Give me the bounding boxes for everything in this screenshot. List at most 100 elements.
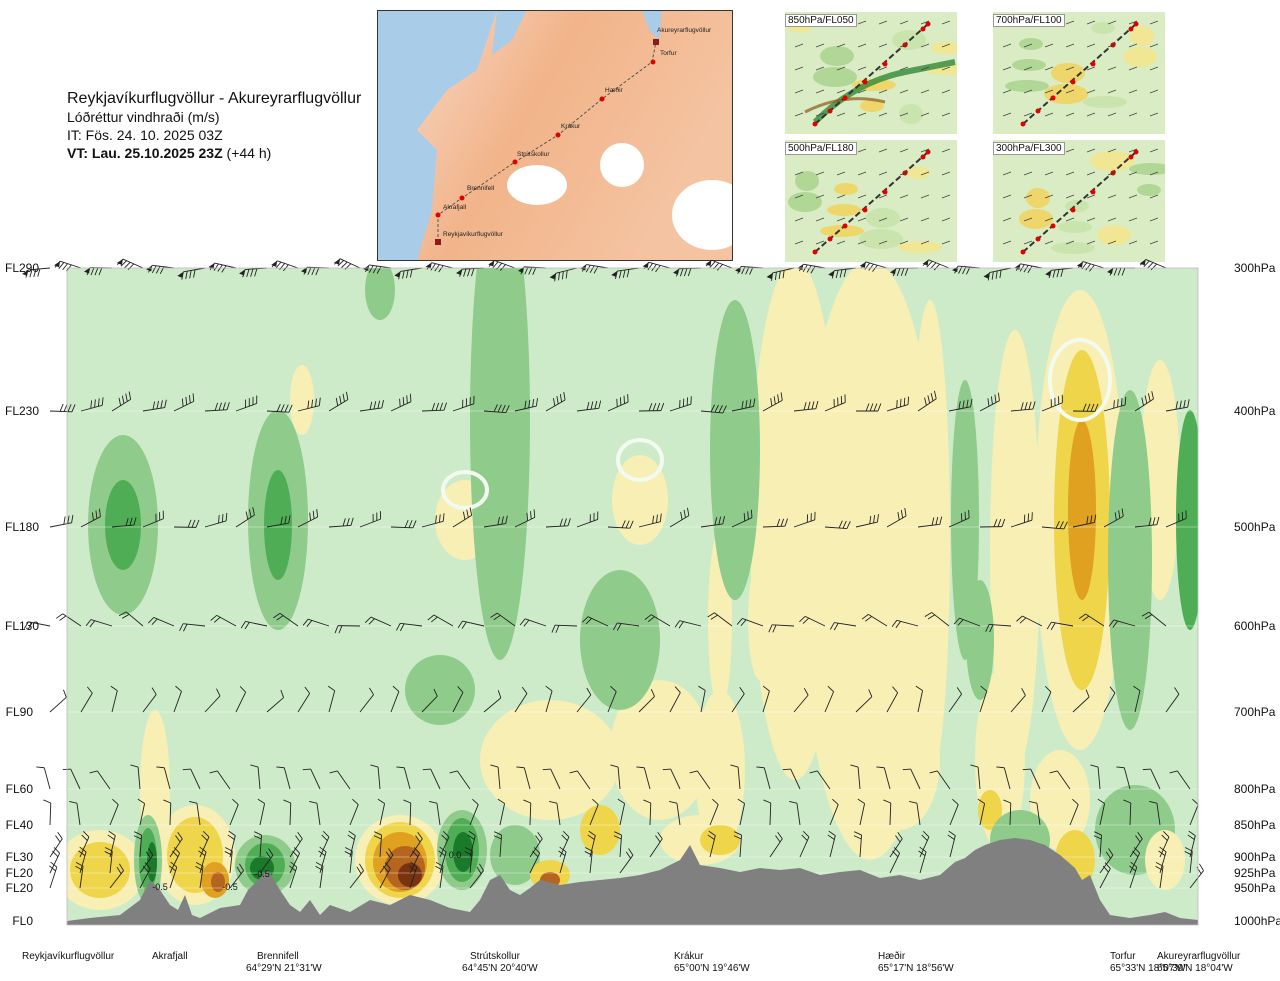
wind-barb-flag	[225, 512, 228, 521]
waypoint-marker	[650, 59, 656, 65]
wind-barb-flag	[67, 404, 72, 412]
wind-barb-flag	[718, 516, 722, 525]
wind-barb-flag	[1121, 508, 1124, 517]
pressure-level-label: 900hPa	[1234, 850, 1276, 864]
wind-barb-flag	[904, 508, 907, 517]
wind-barb-flag	[1105, 851, 1111, 859]
station-label: Brennifell 64°29'N 21°31'W	[246, 951, 322, 975]
waypoint-label: Hæðir	[605, 86, 624, 94]
wind-barb-flag	[977, 798, 985, 804]
issue-time: IT: Fös. 24. 10. 2025 03Z	[67, 127, 223, 143]
wind-barb-flag	[897, 511, 900, 521]
wind-barb-flag	[1085, 263, 1091, 271]
wind-contour-weak_up	[695, 690, 745, 850]
wind-barb-flag	[189, 801, 198, 804]
wind-barb-flag	[344, 851, 353, 856]
wind-barb	[737, 767, 741, 790]
wind-barb-flag	[558, 272, 560, 281]
wind-barb-flag	[1113, 267, 1118, 276]
wind-barb-flag	[935, 516, 939, 525]
wind-barb-flag	[659, 513, 662, 522]
terrain	[67, 838, 1198, 925]
wind-pennant	[84, 267, 91, 274]
wind-contour-weak_up	[860, 690, 940, 830]
wind-barb-flag	[289, 865, 296, 872]
wind-barb-flag	[490, 612, 498, 618]
wind-barb-flag	[747, 511, 749, 520]
wind-barb-flag	[590, 401, 594, 410]
pressure-level-label: 600hPa	[1234, 619, 1276, 633]
wind-barb	[289, 802, 292, 826]
wind-barb	[257, 767, 261, 790]
route-map: Akureyrarflugvöllur Torfur Hæðir Krákur Strú…	[377, 10, 733, 261]
wind-barb	[1189, 804, 1199, 826]
wind-barb-flag	[1094, 831, 1102, 836]
wind-barb-flag	[1187, 834, 1195, 840]
station-label: Strútskollur 64°45'N 20°40'W	[462, 951, 538, 975]
wind-barb	[277, 260, 299, 269]
wind-barb-flag	[829, 622, 835, 630]
wind-barb-flag	[516, 766, 525, 769]
wind-barb	[937, 770, 951, 790]
wind-barb	[796, 803, 801, 826]
wind-barb-flag	[1019, 617, 1027, 624]
wind-barb-flag	[318, 850, 326, 857]
route-waypoints: Akureyrarflugvöllur Torfur Hæðir Krákur Strú…	[435, 27, 712, 245]
wind-barb-flag	[195, 861, 204, 867]
wind-barb-flag	[1133, 847, 1140, 854]
wind-barb-flag	[1188, 830, 1196, 837]
wind-barb-flag	[773, 396, 776, 405]
wind-barb-flag	[279, 263, 286, 270]
valid-time: VT: Lau. 25.10.2025 23Z (+44 h)	[67, 144, 361, 162]
wind-barb-flag	[1049, 770, 1058, 774]
wind-barb-flag	[275, 261, 282, 269]
wind-barb-flag	[344, 847, 353, 852]
wind-barb	[1156, 803, 1161, 826]
wind-barb-flag	[588, 830, 596, 837]
wind-barb-flag	[1090, 403, 1095, 412]
wind-barb	[390, 691, 400, 713]
wind-barb	[349, 804, 359, 826]
wind-barb-flag	[427, 614, 435, 621]
wind-barb-flag	[610, 764, 619, 768]
wind-contour-weak_down	[365, 268, 395, 320]
wind-contour-up	[580, 805, 620, 855]
wind-barb-flag	[551, 625, 556, 633]
wind-barb	[977, 767, 981, 790]
wind-barb-flag	[71, 514, 74, 523]
wind-barb-flag	[443, 402, 447, 411]
wind-barb	[1123, 767, 1131, 790]
wind-barb	[709, 804, 719, 826]
wind-barb-flag	[216, 688, 221, 697]
wind-barb-flag	[382, 865, 389, 873]
wind-barb-flag	[625, 851, 631, 859]
wind-barb-flag	[43, 799, 51, 804]
waypoint-label: Akureyrarflugvöllur	[657, 27, 712, 34]
wind-barb-flag	[1021, 688, 1026, 696]
wind-barb-flag	[712, 798, 719, 805]
wind-contour-weak_down	[1108, 390, 1152, 730]
wind-barb-flag	[561, 271, 564, 280]
wind-barb-flag	[457, 620, 463, 628]
wind-barb-flag	[280, 404, 285, 412]
wind-contour-weak_down	[580, 570, 660, 710]
wind-barb-flag	[1085, 689, 1090, 698]
wind-barb-flag	[1090, 515, 1093, 524]
wind-barb-flag	[438, 265, 444, 273]
wind-barb	[49, 696, 67, 713]
wind-barb-flag	[1129, 865, 1136, 872]
wind-barb-flag	[827, 685, 834, 693]
wind-barb-flag	[714, 404, 719, 413]
wind-barb-flag	[1187, 399, 1190, 408]
wind-barb-flag	[827, 834, 835, 840]
wind-barb-flag	[170, 861, 178, 868]
wind-barb-flag	[430, 263, 436, 271]
wind-barb-flag	[98, 267, 103, 276]
wind-barb-flag	[307, 400, 310, 409]
wind-barb	[266, 697, 284, 713]
wind-barb-flag	[896, 400, 898, 409]
wind-pennant	[22, 269, 29, 276]
wind-barb	[139, 803, 146, 826]
wind-barb-flag	[183, 623, 188, 632]
wind-barb-flag	[185, 271, 188, 280]
